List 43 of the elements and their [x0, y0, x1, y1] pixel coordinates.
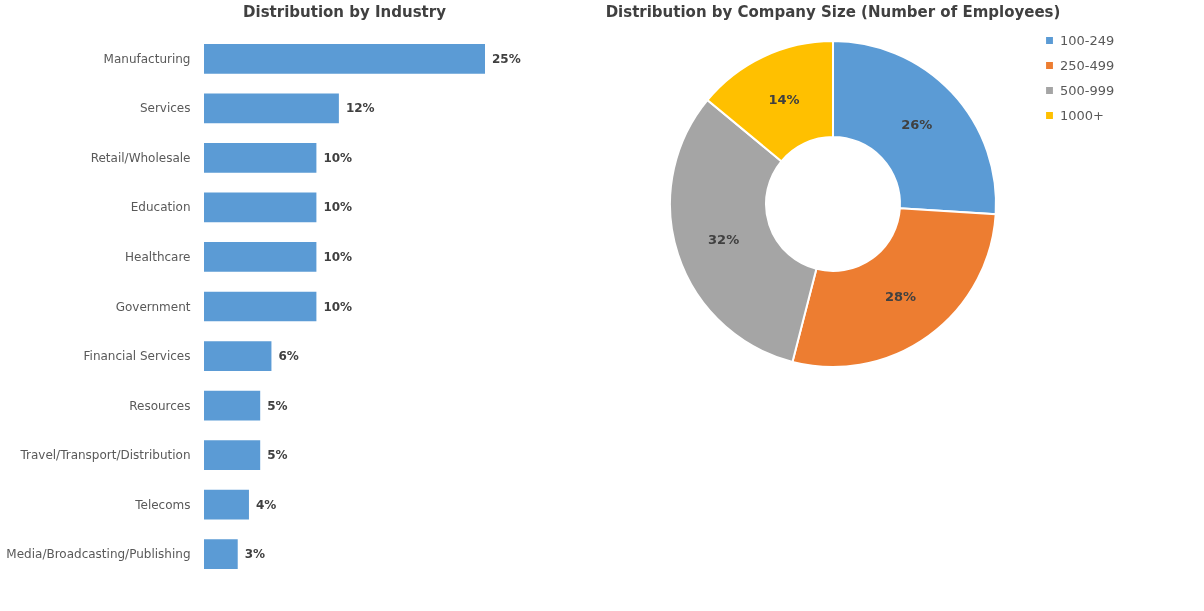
bar	[204, 390, 261, 421]
y-tick-label: Healthcare	[125, 249, 191, 264]
y-tick-label: Services	[139, 101, 191, 116]
bar	[204, 242, 317, 272]
y-tick-label: Travel/Transport/Distribution	[19, 448, 191, 463]
y-tick-label: Manufacturing	[103, 51, 191, 66]
legend-label: 1000+	[1060, 107, 1104, 123]
bar	[204, 489, 249, 520]
bar	[204, 539, 238, 570]
data-label: 5%	[267, 448, 288, 463]
y-tick-label: Telecoms	[134, 497, 191, 512]
chart-title: Distribution by Industry	[243, 3, 447, 21]
bar	[204, 440, 261, 470]
data-label: 3%	[244, 547, 266, 562]
y-tick-label: Resources	[129, 398, 191, 413]
y-tick-label: Government	[115, 299, 191, 314]
bar	[204, 341, 272, 371]
legend-label: 100-249	[1060, 32, 1115, 48]
data-label: 6%	[278, 349, 299, 364]
data-label: 10%	[323, 299, 353, 314]
y-tick-label: Financial Services	[83, 349, 191, 364]
y-tick-label: Media/Broadcasting/Publishing	[6, 547, 191, 562]
chart-title: Distribution by Company Size (Number of Employees)	[605, 3, 1061, 21]
data-label: 4%	[255, 497, 277, 512]
data-label: 10%	[323, 249, 353, 264]
data-label: 28%	[885, 289, 917, 305]
data-label: 25%	[492, 51, 521, 66]
data-label: 14%	[768, 91, 800, 107]
legend-label: 500-999	[1060, 82, 1115, 98]
y-tick-label: Retail/Wholesale	[90, 150, 191, 165]
y-tick-label: Education	[130, 200, 191, 215]
bar	[204, 192, 317, 223]
bar	[204, 143, 317, 173]
data-label: 5%	[267, 398, 288, 413]
bar	[204, 93, 339, 124]
data-label: 26%	[901, 117, 933, 133]
data-label: 12%	[345, 101, 375, 116]
data-label: 32%	[708, 231, 740, 247]
bar	[204, 43, 485, 74]
data-label: 10%	[323, 200, 353, 215]
data-label: 10%	[323, 150, 353, 165]
bar	[204, 291, 317, 322]
legend-label: 250-499	[1060, 57, 1115, 73]
